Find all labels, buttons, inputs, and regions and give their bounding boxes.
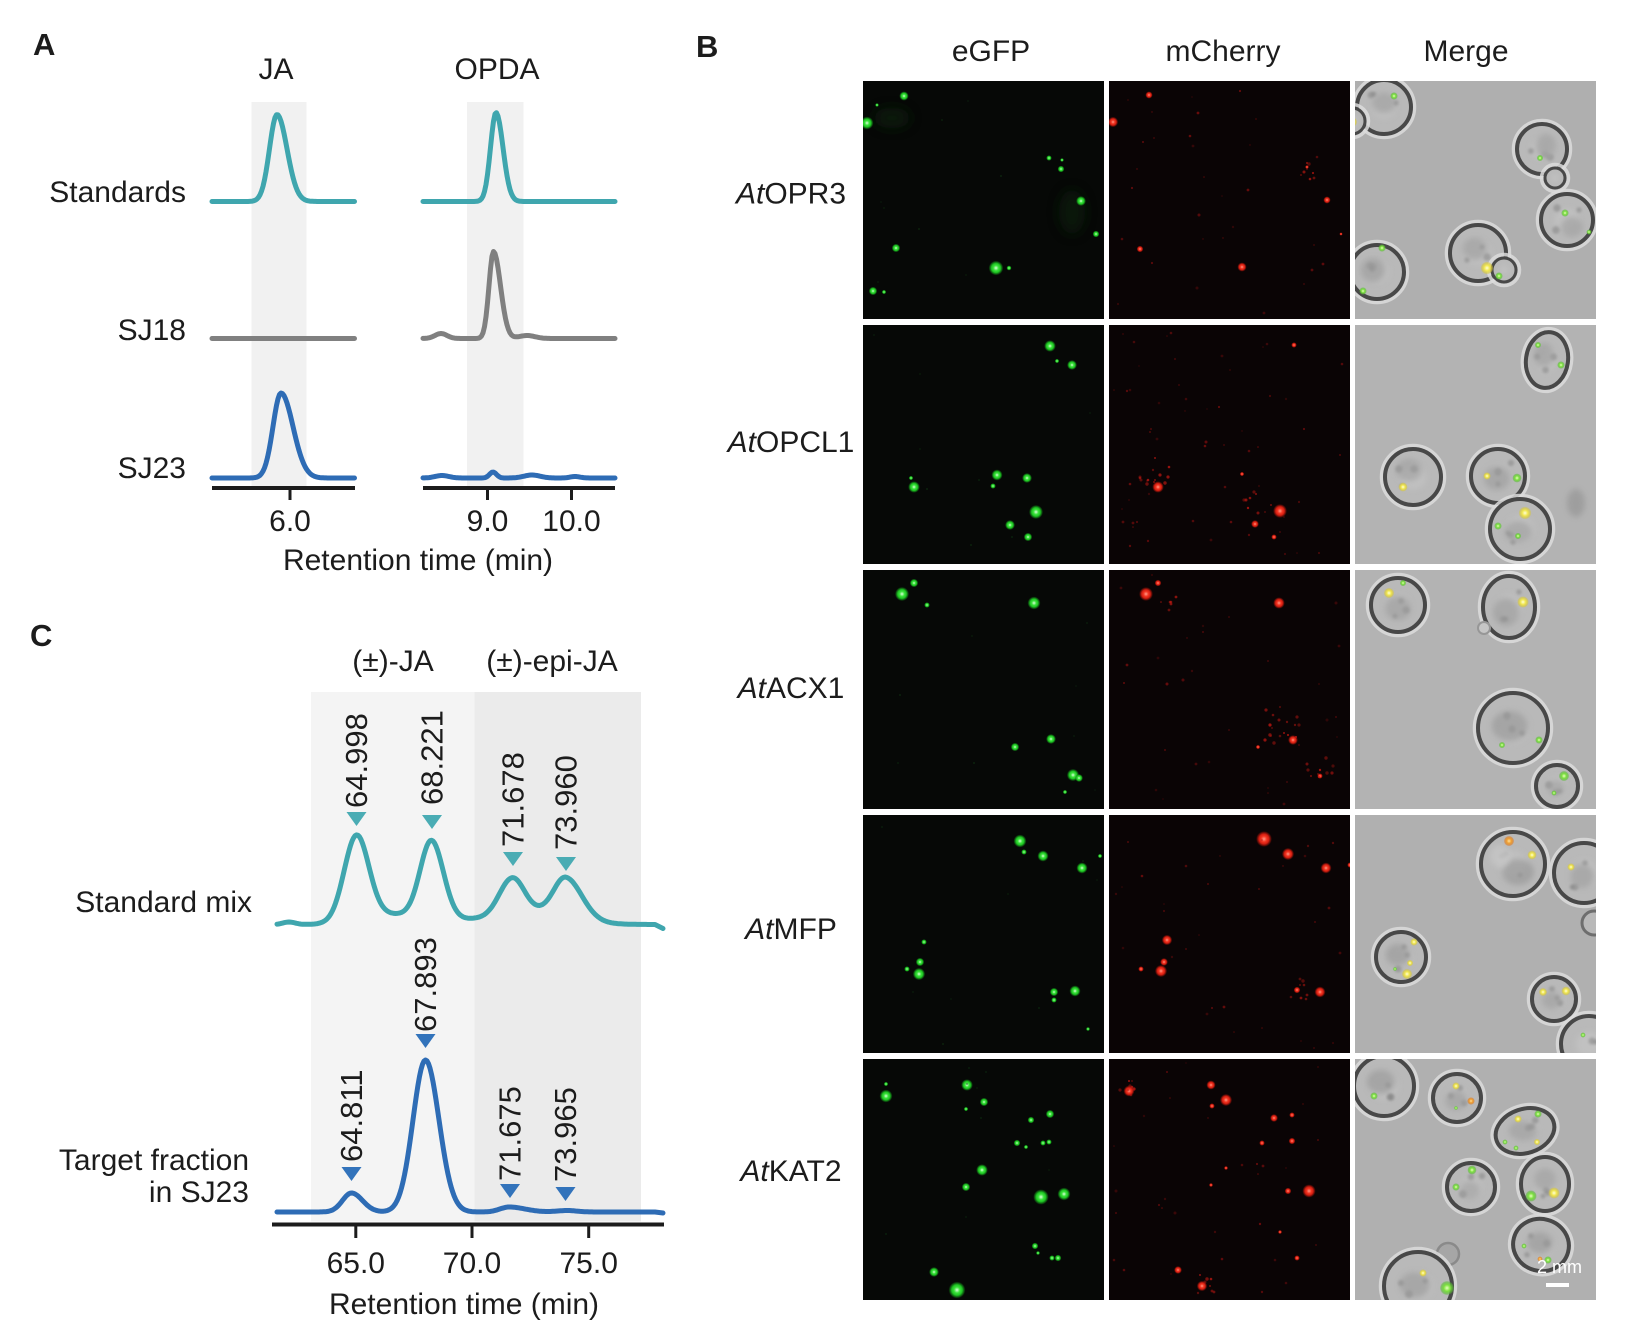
svg-text:C: C bbox=[30, 618, 52, 653]
svg-text:AtMFP: AtMFP bbox=[743, 913, 837, 946]
svg-text:2 mm: 2 mm bbox=[1537, 1257, 1582, 1277]
svg-text:(±)-epi-JA: (±)-epi-JA bbox=[486, 645, 617, 678]
svg-text:AtACX1: AtACX1 bbox=[736, 672, 845, 705]
svg-text:Retention time (min): Retention time (min) bbox=[329, 1288, 599, 1321]
svg-text:64.811: 64.811 bbox=[334, 1069, 369, 1162]
svg-text:(±)-JA: (±)-JA bbox=[352, 645, 433, 678]
svg-text:10.0: 10.0 bbox=[542, 505, 600, 538]
svg-text:SJ23: SJ23 bbox=[118, 452, 186, 485]
svg-text:75.0: 75.0 bbox=[560, 1247, 618, 1280]
svg-text:in SJ23: in SJ23 bbox=[149, 1176, 249, 1209]
svg-text:65.0: 65.0 bbox=[327, 1247, 385, 1280]
svg-text:Merge: Merge bbox=[1423, 35, 1508, 68]
svg-text:OPDA: OPDA bbox=[454, 53, 539, 86]
svg-text:6.0: 6.0 bbox=[269, 505, 311, 538]
svg-text:AtOPR3: AtOPR3 bbox=[734, 178, 846, 211]
svg-text:JA: JA bbox=[258, 53, 293, 86]
svg-text:eGFP: eGFP bbox=[952, 35, 1030, 68]
svg-text:73.965: 73.965 bbox=[548, 1087, 583, 1182]
svg-text:73.960: 73.960 bbox=[549, 755, 584, 850]
svg-text:64.998: 64.998 bbox=[339, 713, 374, 808]
svg-text:Retention time (min): Retention time (min) bbox=[283, 544, 553, 577]
svg-text:Target fraction: Target fraction bbox=[59, 1144, 249, 1177]
svg-text:SJ18: SJ18 bbox=[118, 314, 186, 347]
svg-text:AtOPCL1: AtOPCL1 bbox=[726, 426, 855, 459]
svg-text:mCherry: mCherry bbox=[1165, 35, 1280, 68]
svg-text:68.221: 68.221 bbox=[415, 710, 450, 805]
svg-text:Standard mix: Standard mix bbox=[75, 886, 252, 919]
svg-text:71.678: 71.678 bbox=[496, 752, 531, 847]
svg-text:70.0: 70.0 bbox=[443, 1247, 501, 1280]
svg-text:Standards: Standards bbox=[49, 176, 186, 209]
svg-text:71.675: 71.675 bbox=[493, 1086, 528, 1181]
svg-text:67.893: 67.893 bbox=[408, 937, 443, 1032]
svg-text:A: A bbox=[33, 27, 55, 62]
svg-text:B: B bbox=[696, 29, 718, 64]
svg-text:9.0: 9.0 bbox=[467, 505, 509, 538]
svg-text:AtKAT2: AtKAT2 bbox=[738, 1155, 841, 1188]
